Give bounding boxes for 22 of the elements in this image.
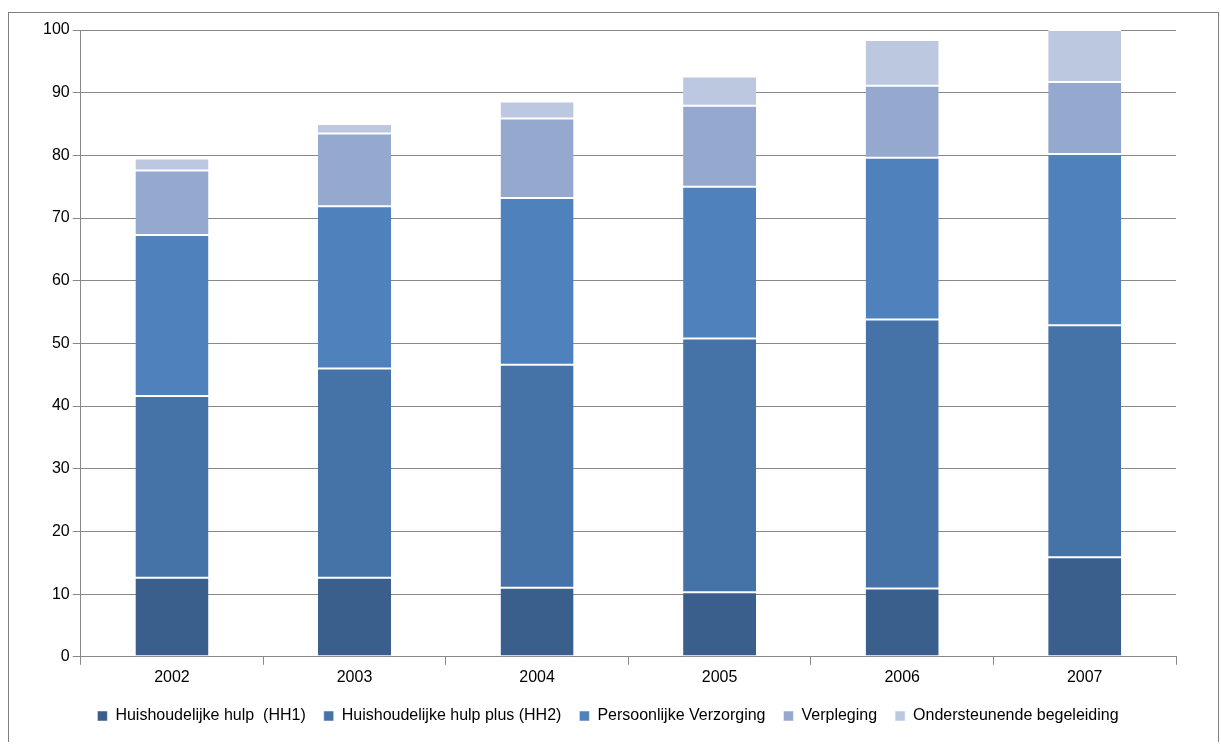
legend-label: Ondersteunende begeleiding — [913, 706, 1119, 724]
y-tick-label: 50 — [51, 333, 70, 351]
x-tick-label: 2005 — [701, 667, 738, 685]
x-tick-label: 2006 — [884, 667, 921, 685]
legend-label: Verpleging — [801, 706, 878, 724]
y-tick-label: 70 — [51, 208, 70, 226]
x-tick-label: 2002 — [154, 667, 190, 685]
y-tick-label: 0 — [60, 647, 70, 665]
x-tick-label: 2004 — [519, 667, 555, 685]
legend-label: Huishoudelijke hulp plus (HH2) — [341, 706, 562, 724]
y-tick-label: 30 — [51, 459, 70, 477]
x-tick-label: 2003 — [336, 667, 373, 685]
x-tick-label: 2007 — [1066, 667, 1103, 685]
y-tick-label: 20 — [51, 521, 70, 539]
y-tick-label: 90 — [51, 83, 70, 101]
y-tick-label: 10 — [51, 584, 70, 602]
y-tick-label: 80 — [51, 145, 70, 163]
y-tick-label: 100 — [42, 20, 70, 38]
y-tick-label: 40 — [51, 396, 70, 414]
y-tick-label: 60 — [51, 271, 70, 289]
legend-label: Huishoudelijke hulp (HH1) — [115, 706, 306, 724]
legend-label: Persoonlijke Verzorging — [597, 706, 766, 724]
